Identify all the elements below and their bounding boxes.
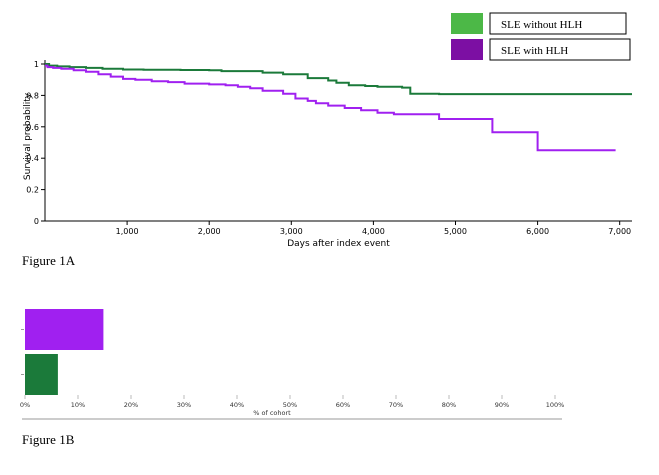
x-tick-label: 10%: [71, 401, 85, 409]
y-tick-label: 0.2: [26, 186, 39, 195]
x-tick-label: 5,000: [444, 227, 467, 236]
x-tick-label: 60%: [336, 401, 350, 409]
x-tick-label: 7,000: [608, 227, 631, 236]
cohort-bar-chart-axes: 0% 10% 20% 30% 40% 50% 60% 70% 80% 90% 100% % of co…: [20, 329, 565, 420]
x-tick-label: 1,000: [116, 227, 139, 236]
x-tick-label: 0%: [20, 401, 30, 409]
x-tick-label: 90%: [495, 401, 509, 409]
x-tick-label: 20%: [124, 401, 138, 409]
survival-chart: 0 0.2 0.4 0.6 0.8 1 1,000 2,000 3,000 4,000 5,000 6…: [23, 60, 632, 249]
legend-label-with-hlh: SLE with HLH: [501, 45, 568, 57]
cohort-bar-chart: 0% 10% 20% 30% 40% 50% 60% 70% 80% 90% 100% % of co…: [20, 309, 565, 420]
survival-line-without-hlh: [45, 63, 632, 96]
x-tick-label: 4,000: [362, 227, 385, 236]
x-tick-label: 40%: [230, 401, 244, 409]
legend-box-with-hlh: [489, 38, 631, 61]
x-tick-label: 2,000: [198, 227, 221, 236]
legend-box-without-hlh: [489, 12, 627, 35]
legend-swatch-without-hlh: [451, 13, 483, 34]
cohort-bar-chart-bars: [25, 309, 104, 395]
y-tick-label: 0.8: [26, 91, 39, 100]
y-tick-label: 0.6: [26, 123, 39, 132]
survival-line-with-hlh: [45, 64, 616, 152]
bar-without-hlh: [25, 354, 58, 395]
legend: SLE without HLH SLE with HLH: [451, 12, 631, 61]
y-tick-label: 0: [34, 217, 39, 226]
y-axis-title: Survival probability: [23, 92, 33, 180]
x-axis-title: Days after index event: [287, 239, 390, 249]
bar-with-hlh: [25, 309, 104, 350]
figure-1b-caption: Figure 1B: [22, 432, 75, 447]
x-tick-label: 70%: [389, 401, 403, 409]
y-tick-label: 0.4: [26, 154, 39, 163]
y-tick-label: 1: [34, 60, 39, 69]
survival-chart-series: [45, 63, 632, 152]
survival-chart-axes: 0 0.2 0.4 0.6 0.8 1 1,000 2,000 3,000 4,000 5,000 6…: [23, 60, 632, 249]
x-tick-label: 6,000: [526, 227, 549, 236]
legend-swatch-with-hlh: [451, 39, 483, 60]
x-tick-label: 100%: [546, 401, 565, 409]
x-axis-title: % of cohort: [253, 409, 291, 417]
x-tick-label: 80%: [442, 401, 456, 409]
legend-label-without-hlh: SLE without HLH: [501, 19, 582, 31]
x-tick-label: 50%: [283, 401, 297, 409]
x-tick-label: 30%: [177, 401, 191, 409]
figure-1a-caption: Figure 1A: [22, 253, 76, 268]
x-tick-label: 3,000: [280, 227, 303, 236]
